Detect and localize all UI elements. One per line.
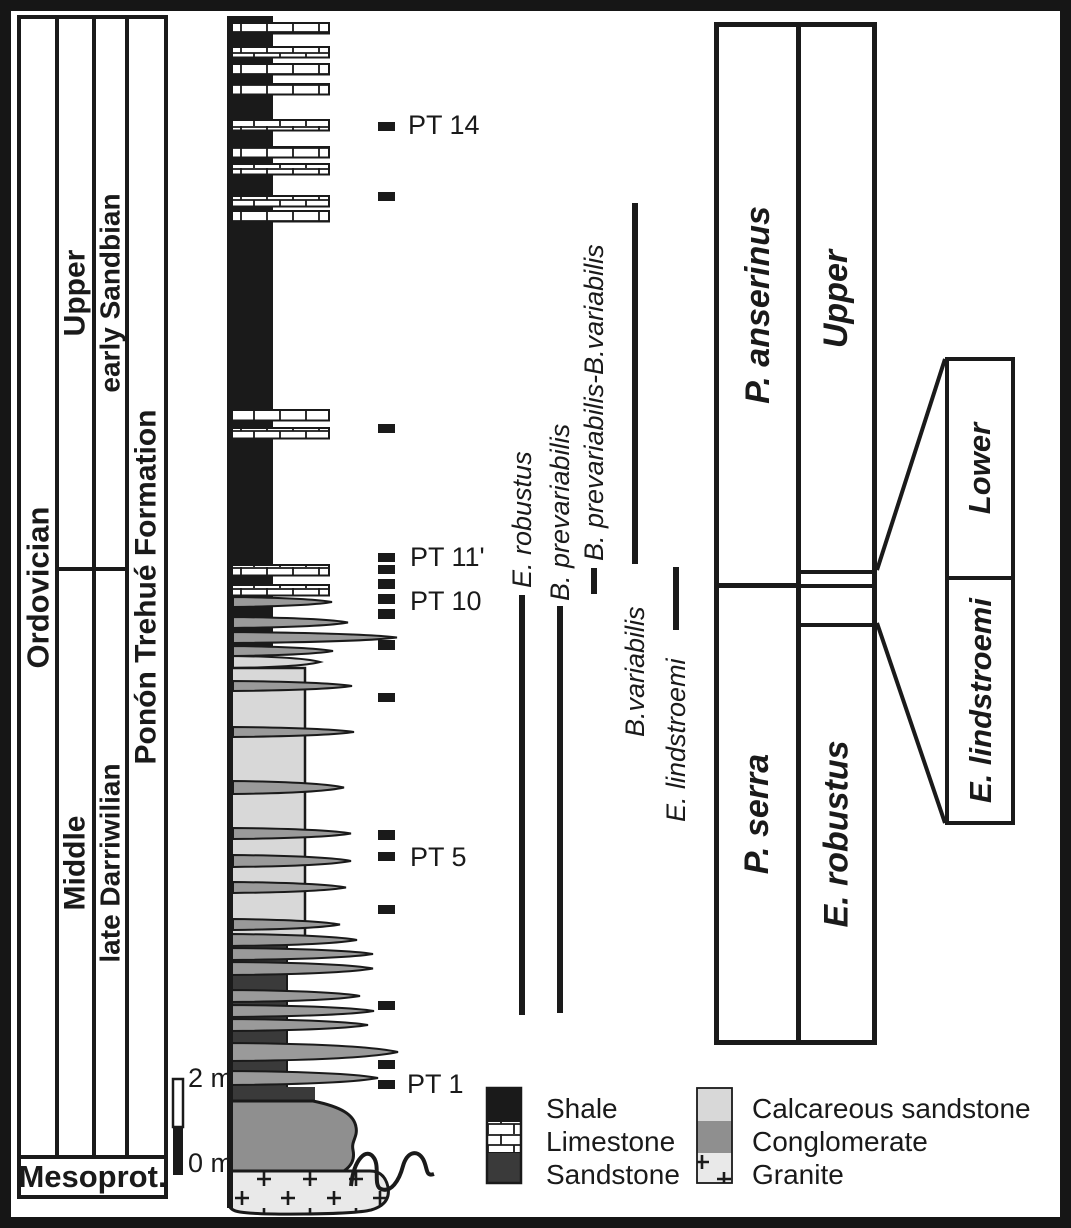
- cell-series-middle: Middle: [55, 567, 96, 1159]
- scale-top-label: 2 m: [188, 1063, 234, 1093]
- sample-label-pt1: PT 1: [407, 1069, 464, 1099]
- range-line-b-prevariabilis: [557, 606, 563, 1013]
- sandstone-wedges: [230, 932, 399, 1087]
- range-line-e-lindstroemi: [673, 567, 679, 630]
- subzone-cell-upper: Upper: [801, 27, 872, 570]
- conglomerate-body: [227, 1099, 358, 1173]
- cell-system: Ordovician: [17, 15, 59, 1159]
- calcareous-sandstone-column: [229, 666, 307, 939]
- legend-label-granite: Granite: [752, 1159, 844, 1190]
- cell-stage-lower: late Darriwilian: [92, 567, 129, 1159]
- stage-lower-label: late Darriwilian: [94, 763, 126, 963]
- range-label-b-prevariabilis: B. prevariabilis: [545, 423, 575, 601]
- legend-swatch-left: [485, 1086, 523, 1185]
- detail-lower-label: Lower: [962, 422, 998, 515]
- range-label-b-prevariabilis-b-variabilis: B. prevariabilis-B.variabilis: [579, 244, 609, 561]
- legend-label-sandstone: Sandstone: [546, 1159, 680, 1190]
- zone-column-divider: [796, 27, 801, 1040]
- cell-stage-upper: early Sandbian: [92, 15, 129, 571]
- detail-lindstroemi-label: E. lindstroemi: [962, 598, 998, 803]
- sample-label-pt10: PT 10: [410, 586, 482, 616]
- calcareous-wedges: [232, 679, 355, 932]
- cell-formation: Ponón Trehué Formation: [125, 15, 168, 1159]
- zone-cell-anserinus: P. anserinus: [719, 27, 796, 583]
- stage-upper-label: early Sandbian: [94, 193, 126, 393]
- magnifier-line-lower: [875, 622, 947, 824]
- sample-label-pt5: PT 5: [410, 842, 467, 872]
- scale-bottom-label: 0 m: [188, 1148, 234, 1178]
- range-line-b-variabilis: [632, 203, 638, 564]
- range-label-b-variabilis: B.variabilis: [620, 606, 650, 737]
- sample-markers: [378, 122, 395, 1089]
- cell-basement: Mesoprot.: [17, 1155, 168, 1199]
- sample-label-pt11: PT 11': [410, 542, 485, 572]
- system-label: Ordovician: [20, 506, 56, 668]
- detail-box: Lower E. lindstroemi: [945, 357, 1015, 825]
- series-middle-label: Middle: [58, 815, 92, 911]
- subzone-upper-label: Upper: [817, 249, 856, 348]
- legend-label-conglomerate: Conglomerate: [752, 1126, 928, 1157]
- zone-anserinus-label: P. anserinus: [738, 206, 777, 404]
- limestone-beds: [228, 22, 330, 597]
- subzone-line-2: [801, 584, 872, 588]
- cell-series-upper: Upper: [55, 15, 96, 571]
- detail-divider: [949, 576, 1011, 580]
- subzone-line-1: [801, 570, 872, 574]
- zone-cell-serra: P. serra: [719, 588, 796, 1040]
- subzone-cell-robustus: E. robustus: [801, 627, 872, 1040]
- legend-label-calcareous-sandstone: Calcareous sandstone: [752, 1093, 1031, 1124]
- granite-body: [227, 1169, 390, 1216]
- biozone-box: P. anserinus P. serra Upper E. robustus: [714, 22, 877, 1045]
- sandstone-bed: [229, 1087, 315, 1101]
- zone-divider: [719, 583, 796, 588]
- basement-label: Mesoprot.: [18, 1159, 167, 1194]
- range-lines: [519, 203, 679, 1015]
- zone-serra-label: P. serra: [738, 753, 777, 875]
- formation-label: Ponón Trehué Formation: [129, 409, 163, 765]
- magnifier-line-upper: [875, 358, 947, 571]
- sample-label-pt14: PT 14: [408, 110, 480, 140]
- range-label-e-lindstroemi: E. lindstroemi: [661, 658, 691, 822]
- range-line-b-prevariabilis-b-variabilis: [591, 568, 597, 594]
- scale-bar: [171, 1077, 185, 1175]
- detail-cell-lindstroemi: E. lindstroemi: [949, 580, 1011, 821]
- legend-label-shale: Shale: [546, 1093, 618, 1124]
- range-label-e-robustus: E. robustus: [507, 451, 537, 588]
- column-left-edge: [227, 16, 233, 1208]
- legend-swatch-right: [696, 1087, 733, 1184]
- range-line-e-robustus: [519, 595, 525, 1015]
- legend-label-limestone: Limestone: [546, 1126, 676, 1157]
- series-upper-label: Upper: [58, 249, 92, 337]
- unconformity-squiggle: [349, 1151, 435, 1192]
- subzone-line-3: [801, 623, 872, 627]
- detail-cell-lower: Lower: [949, 361, 1011, 576]
- subzone-robustus-label: E. robustus: [817, 739, 856, 928]
